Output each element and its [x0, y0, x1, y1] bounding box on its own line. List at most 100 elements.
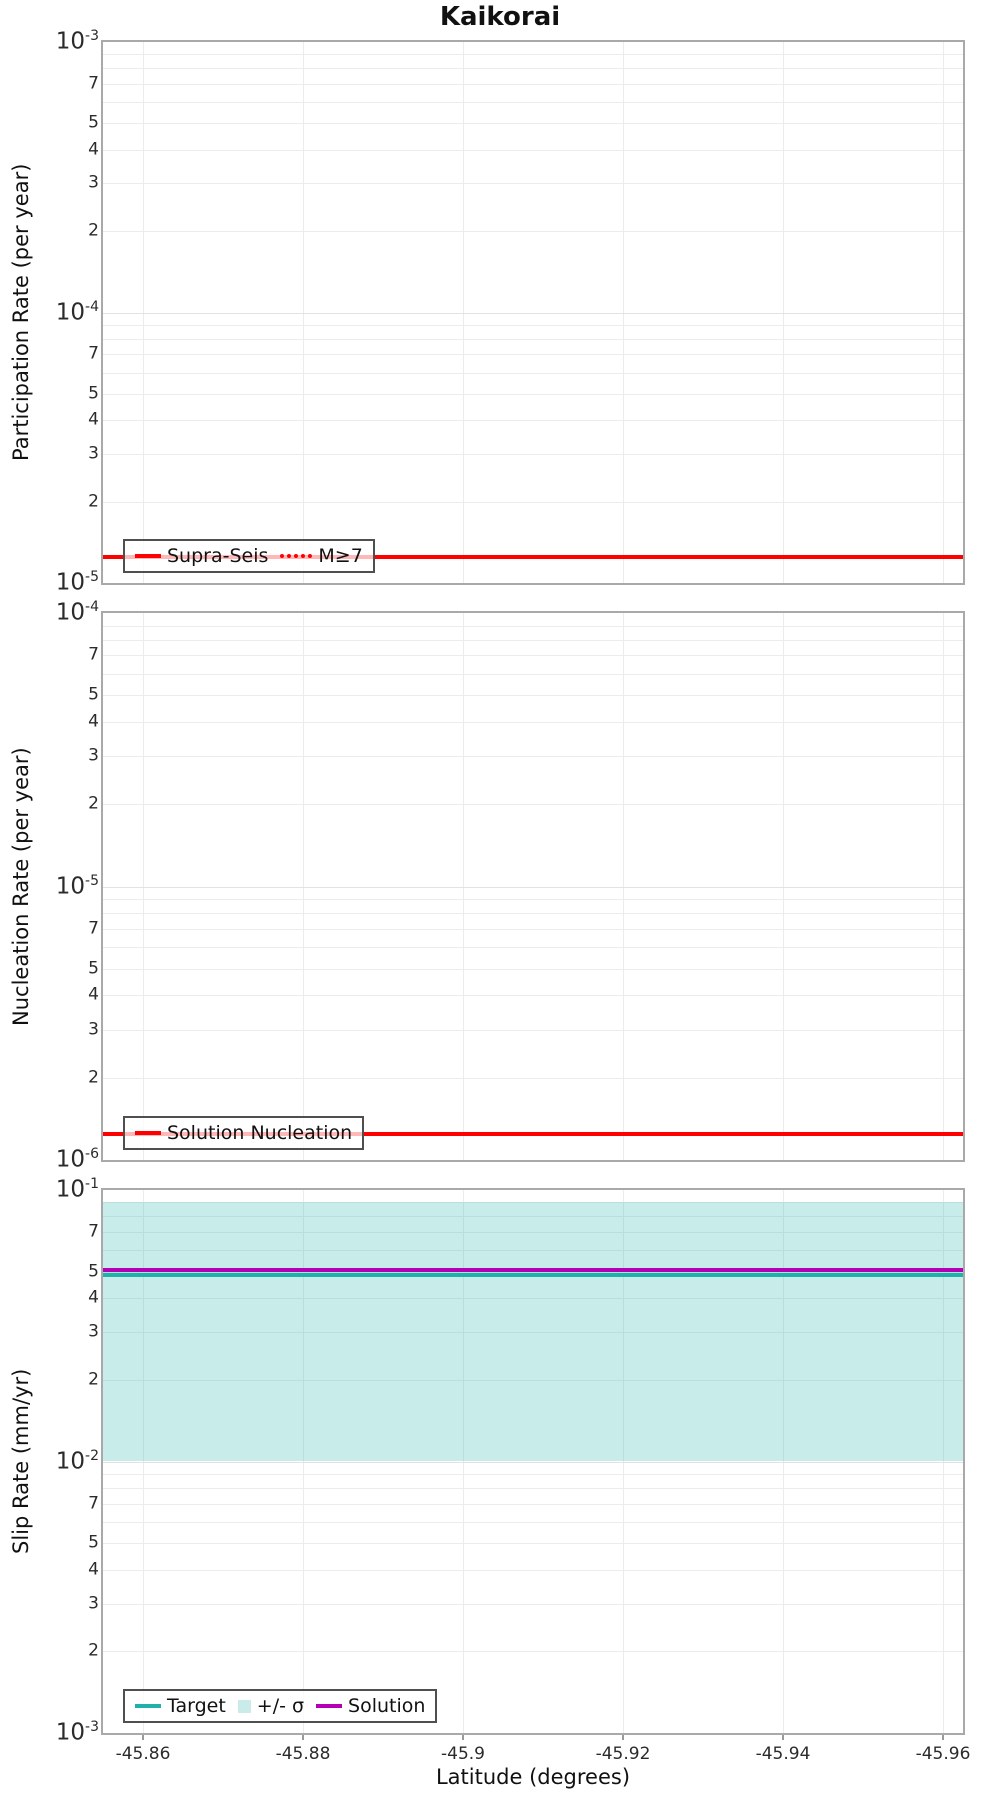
legend-item-target[interactable]: Target	[135, 1695, 226, 1717]
y-tick-label-minor: 4	[88, 711, 99, 732]
legend-nucleation[interactable]: Solution Nucleation	[123, 1116, 365, 1150]
legend-item-label: Supra-Seis	[167, 545, 269, 567]
legend-item-label: Target	[167, 1695, 226, 1717]
x-tick-label: -45.88	[275, 1744, 331, 1764]
y-gridline-minor	[103, 354, 963, 356]
y-gridline-minor	[103, 1487, 963, 1489]
legend-item-label: Solution	[348, 1695, 426, 1717]
y-gridline-minor	[103, 899, 963, 900]
y-tick-label-minor: 5	[88, 383, 99, 404]
y-tick-label-minor: 7	[88, 1221, 99, 1242]
legend-item-item-1[interactable]: +/- σ	[237, 1695, 305, 1717]
y-gridline-minor	[103, 1216, 963, 1218]
y-gridline-minor	[103, 1202, 963, 1204]
legend-item-solution[interactable]: Solution	[316, 1695, 425, 1717]
sigma-band	[103, 1202, 963, 1462]
legend-dotted-line-swatch-icon	[280, 554, 313, 558]
x-tick-mark	[142, 1735, 144, 1740]
legend-item-supra-seis[interactable]: Supra-Seis	[135, 545, 268, 567]
legend-item-label: +/- σ	[256, 1695, 305, 1717]
y-gridline-minor	[103, 54, 963, 56]
y-gridline-minor	[103, 102, 963, 103]
y-tick-label-minor: 3	[88, 1019, 99, 1039]
legend-item-label: M≥7	[318, 545, 363, 567]
y-gridline-minor	[103, 1332, 963, 1333]
y-tick-label-minor: 2	[88, 1369, 99, 1390]
y-gridline-minor	[103, 372, 963, 374]
y-gridline-minor	[103, 625, 963, 627]
y-gridline-minor	[103, 1077, 963, 1079]
y-gridline-minor	[103, 183, 963, 185]
y-tick-label-minor: 7	[88, 644, 99, 665]
legend-line-swatch-icon	[135, 554, 161, 558]
y-gridline-minor	[103, 1298, 963, 1299]
y-gridline-minor	[103, 149, 963, 151]
y-gridline-minor	[103, 68, 963, 70]
y-gridline-minor	[103, 324, 963, 326]
y-tick-label-minor: 7	[88, 343, 99, 364]
y-gridline-minor	[103, 453, 963, 455]
legend-item-label: Solution Nucleation	[167, 1122, 353, 1144]
y-gridline-minor	[103, 804, 963, 806]
y-gridline-minor	[103, 721, 963, 723]
line-target	[103, 1272, 963, 1277]
line-m-7	[103, 554, 963, 559]
x-tick-mark	[782, 1735, 784, 1740]
y-gridline-minor	[103, 420, 963, 422]
y-gridline-minor	[103, 655, 963, 657]
y-tick-label-minor: 3	[88, 745, 99, 766]
y-gridline-minor	[103, 1029, 963, 1031]
y-gridline-minor	[103, 1603, 963, 1605]
x-tick-mark	[942, 1735, 944, 1740]
x-tick-label: -45.96	[915, 1744, 971, 1764]
legend-slip-rate[interactable]: Target +/- σ Solution	[123, 1689, 438, 1723]
y-tick-label-minor: 3	[88, 443, 99, 464]
line-solution	[103, 1267, 963, 1272]
x-tick-mark	[302, 1735, 304, 1740]
x-tick-label: -45.9	[441, 1744, 485, 1764]
y-tick-label-minor: 2	[88, 1067, 99, 1088]
y-tick-label-minor: 5	[88, 958, 99, 979]
plot-panel-nucleation: Solution Nucleation	[101, 611, 965, 1162]
legend-line-swatch-icon	[316, 1704, 343, 1708]
y-gridline-minor	[103, 639, 963, 641]
y-gridline-minor	[103, 756, 963, 757]
legend-line-swatch-icon	[135, 1131, 161, 1135]
y-tick-label: 10-5	[55, 568, 99, 596]
y-tick-label-minor: 2	[88, 220, 99, 241]
y-gridline-minor	[103, 1521, 963, 1523]
y-tick-label-minor: 5	[88, 112, 99, 133]
y-tick-label-minor: 2	[88, 793, 99, 814]
y-gridline-minor	[103, 1379, 963, 1381]
y-gridline-minor	[103, 673, 963, 675]
legend-item-m-7[interactable]: M≥7	[280, 545, 363, 567]
y-tick-label-minor: 4	[88, 139, 99, 160]
y-tick-label-minor: 2	[88, 491, 99, 512]
y-tick-label-minor: 7	[88, 918, 99, 939]
y-tick-label: 10-5	[55, 872, 99, 899]
y-tick-label-minor: 3	[88, 172, 99, 193]
x-tick-label: -45.86	[115, 1744, 171, 1764]
legend-square-swatch-icon	[237, 1699, 251, 1713]
y-tick-label-minor: 4	[88, 984, 99, 1005]
y-gridline-minor	[103, 1473, 963, 1475]
y-tick-label-minor: 3	[88, 1593, 99, 1613]
y-gridline-decade	[103, 886, 963, 888]
y-tick-label-minor: 7	[88, 73, 99, 94]
y-gridline-decade	[103, 312, 963, 314]
y-tick-label-minor: 4	[88, 409, 99, 430]
y-tick-label: 10-1	[55, 1175, 99, 1203]
y-gridline-minor	[103, 995, 963, 997]
x-tick-label: -45.94	[755, 1744, 811, 1764]
y-tick-label: 10-3	[55, 27, 99, 55]
x-axis-title: Latitude (degrees)	[435, 1765, 631, 1789]
y-gridline-minor	[103, 947, 963, 949]
line-solution-nucleation	[103, 1131, 963, 1136]
legend-participation[interactable]: Supra-Seis M≥7	[123, 539, 375, 573]
x-tick-mark	[622, 1735, 624, 1740]
y-tick-label-minor: 2	[88, 1640, 99, 1661]
legend-item-solution-nucleation[interactable]: Solution Nucleation	[135, 1122, 352, 1144]
y-tick-label: 10-3	[55, 1718, 99, 1746]
y-gridline-decade	[103, 1461, 963, 1463]
